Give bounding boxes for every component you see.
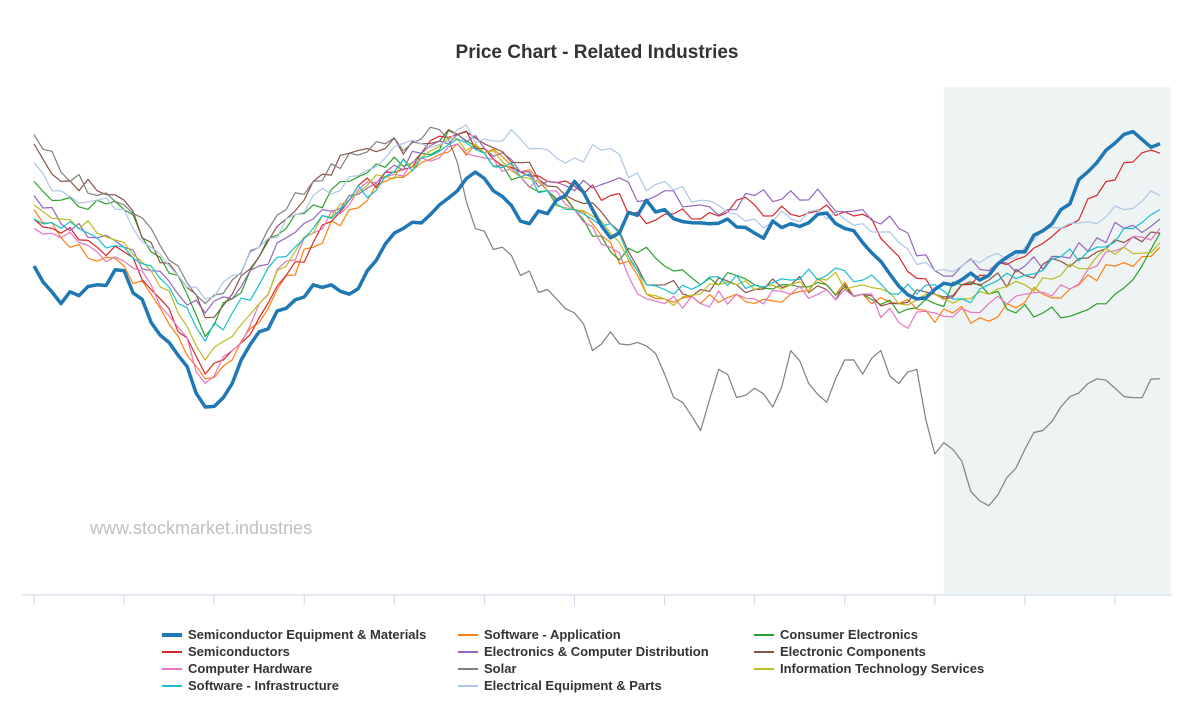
legend-item[interactable]: Electrical Equipment & Parts bbox=[458, 677, 754, 694]
legend-swatch bbox=[162, 667, 182, 670]
chart-title: Price Chart - Related Industries bbox=[455, 42, 739, 63]
legend-label: Information Technology Services bbox=[780, 661, 985, 676]
legend-swatch bbox=[162, 650, 182, 653]
legend-label: Computer Hardware bbox=[188, 661, 313, 676]
legend-label: Electronics & Computer Distribution bbox=[484, 644, 709, 659]
legend-item[interactable]: Consumer Electronics bbox=[754, 626, 1054, 643]
legend-label: Semiconductor Equipment & Materials bbox=[188, 627, 427, 642]
legend-swatch bbox=[458, 684, 478, 687]
legend-item[interactable]: Electronic Components bbox=[754, 643, 1054, 660]
series-line bbox=[33, 124, 1161, 300]
legend-swatch bbox=[754, 650, 774, 653]
series-line bbox=[32, 129, 1161, 409]
legend-item[interactable]: Solar bbox=[458, 660, 754, 677]
legend-item[interactable]: Electronics & Computer Distribution bbox=[458, 643, 754, 660]
legend: Semiconductor Equipment & Materials Softw… bbox=[162, 626, 1062, 694]
legend-swatch bbox=[458, 633, 478, 636]
x-axis-ticks bbox=[33, 595, 1116, 605]
highlight-region bbox=[943, 87, 1171, 594]
legend-swatch bbox=[162, 684, 182, 687]
series-line bbox=[33, 129, 1161, 319]
legend-item[interactable]: Software - Infrastructure bbox=[162, 677, 458, 694]
legend-swatch bbox=[162, 632, 182, 637]
legend-label: Software - Infrastructure bbox=[188, 678, 339, 693]
legend-label: Electronic Components bbox=[780, 644, 926, 659]
legend-item[interactable]: Computer Hardware bbox=[162, 660, 458, 677]
legend-swatch bbox=[754, 667, 774, 670]
legend-item[interactable]: Information Technology Services bbox=[754, 660, 1054, 677]
legend-item[interactable]: Semiconductor Equipment & Materials bbox=[162, 626, 458, 643]
legend-swatch bbox=[754, 633, 774, 636]
legend-swatch bbox=[458, 650, 478, 653]
watermark: www.stockmarket.industries bbox=[89, 518, 312, 538]
legend-label: Consumer Electronics bbox=[780, 627, 918, 642]
legend-label: Solar bbox=[484, 661, 517, 676]
legend-item[interactable]: Semiconductors bbox=[162, 643, 458, 660]
series-line bbox=[33, 138, 1161, 342]
legend-label: Software - Application bbox=[484, 627, 621, 642]
series-lines bbox=[32, 124, 1161, 507]
series-line bbox=[33, 143, 1161, 385]
legend-label: Semiconductors bbox=[188, 644, 290, 659]
series-line bbox=[33, 143, 1161, 380]
legend-item[interactable]: Software - Application bbox=[458, 626, 754, 643]
legend-label: Electrical Equipment & Parts bbox=[484, 678, 662, 693]
series-line bbox=[33, 126, 1161, 507]
legend-swatch bbox=[458, 667, 478, 670]
